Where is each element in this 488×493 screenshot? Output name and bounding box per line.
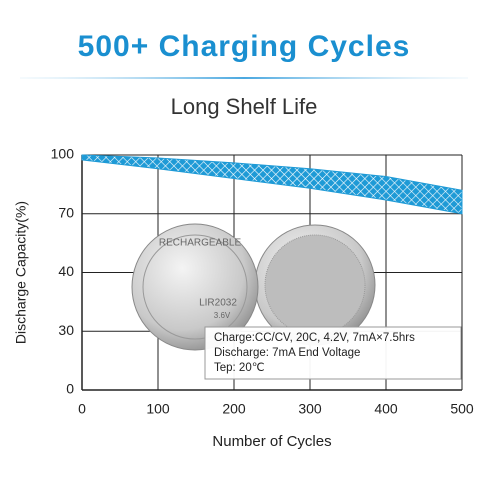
y-tick-label: 70 [58,204,74,220]
x-tick-label: 100 [146,401,170,417]
y-tick-label: 40 [58,263,74,279]
x-tick-label: 500 [450,401,474,417]
battery-text: RECHARGEABLE [159,238,242,249]
capacity-band [81,154,463,215]
battery-rim [142,234,248,340]
x-tick-label: 300 [298,401,322,417]
divider [20,77,468,79]
x-tick-label: 0 [78,401,86,417]
battery [131,223,259,351]
battery-face [264,234,366,336]
x-axis-label: Number of Cycles [212,433,331,450]
battery-text: 3.6V [214,311,231,320]
y-axis-label: Discharge Capacity(%) [13,201,29,344]
battery-image: RECHARGEABLE LIR2032 3.6V [131,223,376,351]
y-tick-label: 30 [58,322,74,338]
subtitle: Long Shelf Life [171,94,318,119]
x-tick-label: 400 [374,401,398,417]
title: 500+ Charging Cycles [78,30,411,63]
annotation-text: Discharge: 7mA End Voltage [214,347,360,359]
annotation-text: Charge:CC/CV, 20C, 4.2V, 7mA×7.5hrs [214,332,415,344]
y-tick-label: 0 [66,381,74,397]
battery-text: LIR2032 [199,298,237,309]
y-tick-label: 100 [51,146,75,162]
annotation-box [204,326,462,380]
annotation-text: Tep: 20℃ [214,362,265,374]
x-tick-label: 200 [222,401,246,417]
